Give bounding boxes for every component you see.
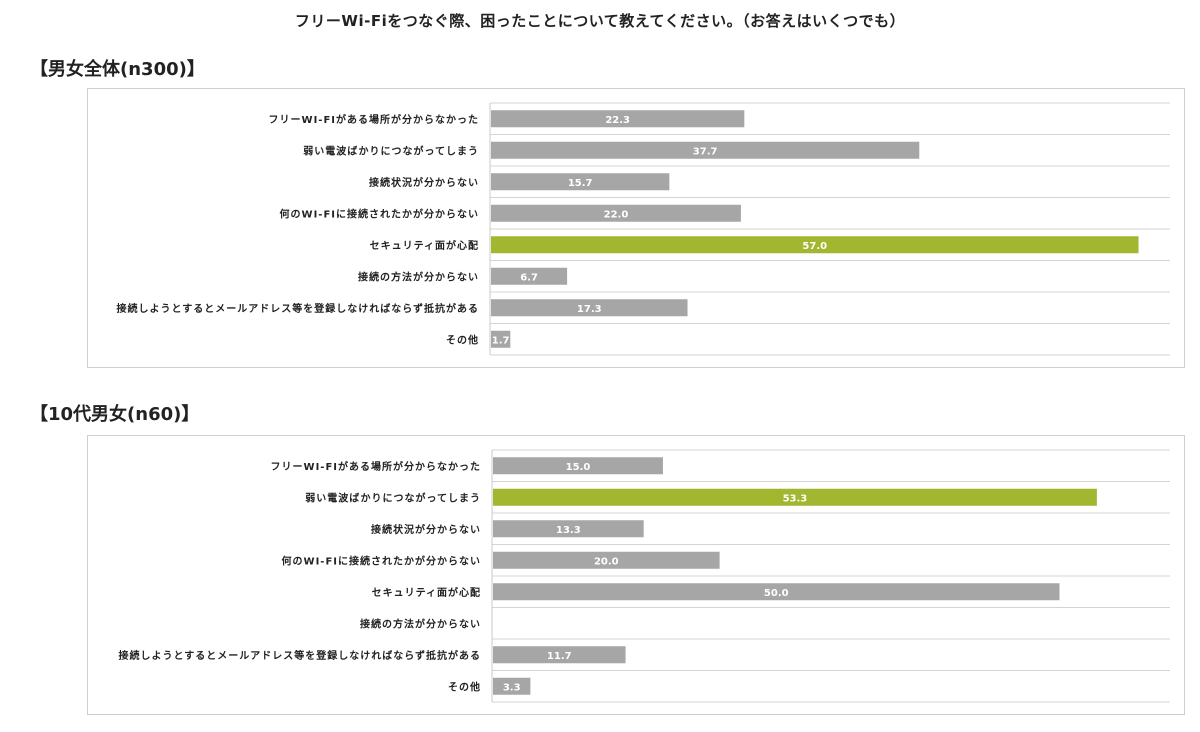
bar-value-label: 22.3 <box>605 115 630 126</box>
category-label: フリーWI-FIがある場所が分からなかった <box>269 113 479 126</box>
bar-value-label: 37.7 <box>693 146 718 157</box>
bar-value-label: 20.0 <box>594 556 619 567</box>
bar <box>491 267 568 285</box>
bar <box>491 330 511 348</box>
bar-value-label: 53.3 <box>783 493 808 504</box>
bar <box>491 299 688 317</box>
category-label: 何のWI-FIに接続されたかが分からない <box>280 207 479 220</box>
bar-value-label: 3.3 <box>503 682 521 693</box>
chart-1-svg: フリーWI-FIがある場所が分からなかった 22.3 弱い電波ばかりにつながってしま… <box>117 102 1170 356</box>
chart-1: フリーWI-FIがある場所が分からなかった 22.3 弱い電波ばかりにつながってしま… <box>87 88 1185 368</box>
category-label: 接続しようとするとメールアドレス等を登録しなければならず抵抗がある <box>119 649 482 662</box>
category-label: その他 <box>448 680 481 693</box>
bar <box>491 141 920 159</box>
bar <box>493 457 663 475</box>
bar <box>493 488 1097 506</box>
bar-value-label: 17.3 <box>577 304 602 315</box>
bar <box>493 583 1060 601</box>
page-title: フリーWi-Fiをつなぐ際、困ったことについて教えてください。（お答えはいくつで… <box>294 12 906 30</box>
bar <box>493 520 644 538</box>
bar-value-label: 50.0 <box>764 588 789 599</box>
bar <box>491 110 745 128</box>
category-label: セキュリティ面が心配 <box>372 586 481 599</box>
bar-value-label: 22.0 <box>604 209 629 220</box>
chart-1-heading: 【男女全体(n300)】 <box>30 59 205 80</box>
category-label: 接続の方法が分からない <box>358 270 479 283</box>
category-label: セキュリティ面が心配 <box>370 239 479 252</box>
category-label: 接続状況が分からない <box>371 523 481 536</box>
bar <box>493 551 720 569</box>
bar-value-label: 6.7 <box>520 272 538 283</box>
bar <box>491 204 741 222</box>
bar <box>493 677 531 695</box>
bar <box>493 646 626 664</box>
category-label: 接続しようとするとメールアドレス等を登録しなければならず抵抗がある <box>117 302 480 315</box>
chart-2-svg: フリーWI-FIがある場所が分からなかった 15.0 弱い電波ばかりにつながってしま… <box>119 449 1170 703</box>
chart-2: フリーWI-FIがある場所が分からなかった 15.0 弱い電波ばかりにつながってしま… <box>87 435 1185 715</box>
bar-value-label: 15.7 <box>568 178 593 189</box>
bar-value-label: 11.7 <box>547 651 572 662</box>
bar-value-label: 15.0 <box>566 462 591 473</box>
category-label: 弱い電波ばかりにつながってしまう <box>303 144 479 157</box>
category-label: 接続状況が分からない <box>369 176 479 189</box>
bar <box>491 236 1139 254</box>
category-label: フリーWI-FIがある場所が分からなかった <box>271 460 481 473</box>
chart-2-heading: 【10代男女(n60)】 <box>30 404 200 425</box>
bar-value-label: 1.7 <box>492 335 510 346</box>
bar-value-label: 13.3 <box>556 525 581 536</box>
category-label: 接続の方法が分からない <box>360 617 481 630</box>
bar <box>491 173 670 191</box>
category-label: その他 <box>446 333 479 346</box>
category-label: 弱い電波ばかりにつながってしまう <box>305 491 481 504</box>
bar-value-label: 57.0 <box>802 241 827 252</box>
category-label: 何のWI-FIに接続されたかが分からない <box>282 554 481 567</box>
